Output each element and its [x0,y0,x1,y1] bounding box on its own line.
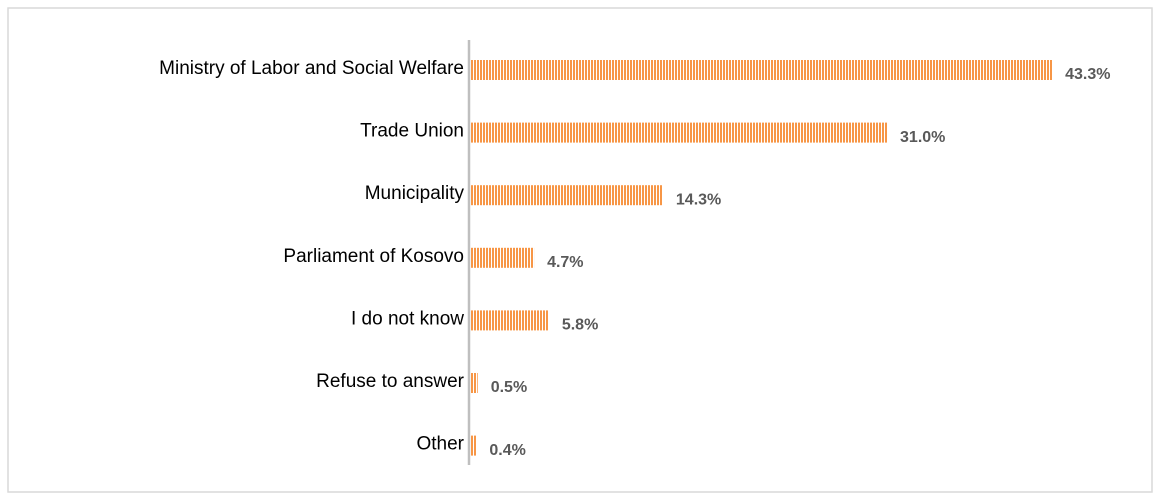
category-label: I do not know [351,308,464,329]
category-label: Refuse to answer [316,371,465,392]
value-label: 0.4% [489,442,525,459]
bar [471,122,888,143]
bar [471,435,477,456]
chart-frame [7,7,1153,493]
bar [471,185,663,206]
category-label: Parliament of Kosovo [283,246,464,267]
category-label: Ministry of Labor and Social Welfare [159,58,464,79]
category-label: Municipality [365,183,465,204]
category-label: Trade Union [360,121,464,142]
value-label: 43.3% [1065,66,1110,83]
value-label: 4.7% [547,254,583,271]
value-label: 14.3% [676,191,721,208]
bar [471,373,478,393]
value-label: 31.0% [900,129,945,146]
bar [471,247,535,268]
value-label: 0.5% [491,379,527,396]
bar [471,60,1053,80]
category-label: Other [416,434,464,455]
bar [471,310,549,331]
value-label: 5.8% [562,317,598,334]
